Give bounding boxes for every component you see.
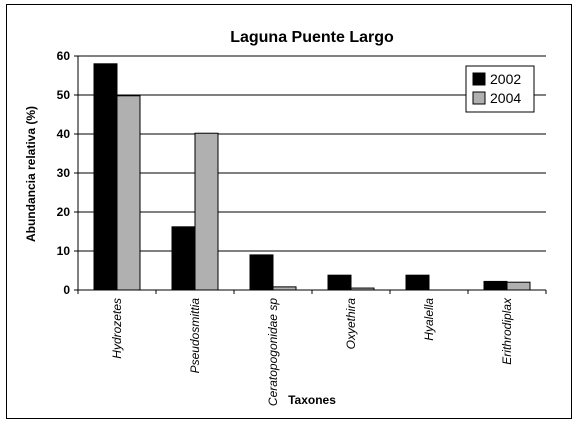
- y-tick-label: 30: [57, 166, 71, 180]
- category-label: Pseudosmittia: [188, 298, 202, 374]
- category-label: Hydrozetes: [110, 298, 124, 359]
- y-tick-label: 0: [63, 283, 70, 297]
- y-tick-label: 10: [57, 244, 71, 258]
- legend-swatch-2004: [472, 91, 486, 105]
- category-label: Hyalella: [422, 298, 436, 341]
- y-ticks: 0 10 20 30 40 50 60: [57, 49, 78, 297]
- bar-2002-3: [327, 274, 352, 291]
- legend-label: 2004: [490, 90, 521, 106]
- x-axis-label: Taxones: [288, 393, 336, 407]
- bar-2002-0: [93, 63, 118, 291]
- category-label: Oxyethira: [344, 298, 358, 350]
- chart-title: Laguna Puente Largo: [230, 29, 394, 46]
- bar-2004-5: [506, 281, 531, 291]
- y-axis-label: Abundancia relativa (%): [24, 106, 38, 242]
- bars: [93, 63, 531, 291]
- bar-2004-0: [116, 95, 141, 291]
- category-label: Erithrodiplax: [500, 297, 514, 365]
- y-tick-label: 20: [57, 205, 71, 219]
- category-labels: Hydrozetes Pseudosmittia Ceratopogonidae s…: [110, 297, 514, 406]
- legend: 2002 2004: [465, 65, 535, 113]
- legend-swatch-2002: [472, 72, 486, 86]
- y-tick-label: 50: [57, 88, 71, 102]
- y-tick-label: 60: [57, 49, 71, 63]
- y-tick-label: 40: [57, 127, 71, 141]
- category-label: Ceratopogonidae sp: [266, 298, 280, 406]
- bar-2002-1: [171, 226, 196, 291]
- grid-lines: [78, 55, 546, 252]
- bar-2002-5: [483, 280, 508, 291]
- bar-2002-4: [405, 274, 430, 291]
- bar-2002-2: [249, 254, 274, 291]
- legend-label: 2002: [490, 71, 521, 87]
- bar-2004-1: [194, 132, 219, 291]
